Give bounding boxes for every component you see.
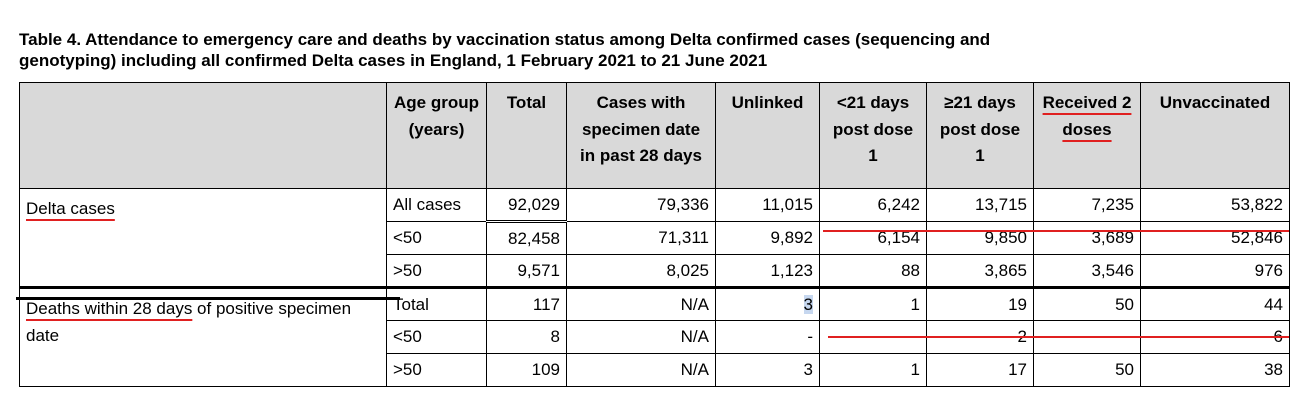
cell-ge21: 3,865: [926, 254, 1034, 288]
cell-received2: 3,546: [1033, 254, 1141, 288]
group-label-deaths: Deaths within 28 days of positive specim…: [19, 286, 387, 387]
table-row: <50 82,458 71,311 9,892 6,154 9,850 3,68…: [20, 221, 1290, 255]
cell-age: Total: [386, 286, 487, 321]
cell-ge21: 19: [926, 286, 1034, 321]
cell-cases-28: N/A: [566, 353, 716, 387]
annotation-line-deaths: [828, 336, 1289, 338]
cell-total: 92,029: [486, 188, 567, 223]
cell-unlinked: -: [715, 320, 820, 354]
cell-ge21: 13,715: [926, 188, 1034, 222]
table-title-line-1: Table 4. Attendance to emergency care an…: [19, 30, 991, 49]
cell-received2: 7,235: [1033, 188, 1141, 222]
header-total: Total: [486, 82, 567, 189]
cell-lt21: 1: [819, 286, 927, 321]
cell-lt21: 1: [819, 353, 927, 387]
cell-cases-28: 79,336: [566, 188, 716, 222]
header-age-group: Age group (years): [386, 82, 487, 189]
deaths-within-28-days-label: Deaths within 28 days: [26, 299, 193, 318]
annotation-line-delta: [823, 230, 1289, 232]
header-empty-cell: [19, 82, 387, 189]
cell-cases-28: N/A: [566, 286, 716, 321]
cell-cases-28: 71,311: [566, 221, 716, 255]
header-row: Age group (years) Total Cases with speci…: [19, 82, 1290, 189]
header-cases-28-days: Cases with specimen date in past 28 days: [566, 82, 716, 189]
cell-cases-28: N/A: [566, 320, 716, 354]
cell-unvaccinated: 38: [1140, 353, 1290, 387]
cell-unvaccinated: 52,846: [1140, 221, 1290, 255]
group-label-delta-cases: Delta cases: [19, 188, 387, 288]
table-title-line-2: genotyping) including all confirmed Delt…: [19, 51, 768, 70]
table-row: >50 109 N/A 3 1 17 50 38: [20, 353, 1290, 387]
delta-cases-label: Delta cases: [26, 199, 115, 218]
cell-lt21: 6,154: [819, 221, 927, 255]
table-row: Deaths within 28 days of positive specim…: [19, 286, 1290, 387]
cell-lt21: 6,242: [819, 188, 927, 222]
table-row: >50 9,571 8,025 1,123 88 3,865 3,546 976: [20, 254, 1290, 288]
header-received-2-doses: Received 2 doses: [1033, 82, 1141, 189]
cell-total: 109: [486, 353, 567, 387]
cell-unlinked: 9,892: [715, 221, 820, 255]
cell-ge21: 17: [926, 353, 1034, 387]
cell-ge21: 9,850: [926, 221, 1034, 255]
cell-unlinked: 11,015: [715, 188, 820, 222]
cell-unlinked: 1,123: [715, 254, 820, 288]
table-title: Table 4. Attendance to emergency care an…: [19, 29, 1289, 71]
header-unlinked: Unlinked: [715, 82, 820, 189]
header-ge21-days: ≥21 days post dose 1: [926, 82, 1034, 189]
cell-received2: 50: [1033, 353, 1141, 387]
cell-total: 117: [486, 286, 567, 321]
cell-unvaccinated: 44: [1140, 286, 1290, 321]
header-unvaccinated: Unvaccinated: [1140, 82, 1290, 189]
cell-unlinked: 3: [715, 353, 820, 387]
cell-received2: 3,689: [1033, 221, 1141, 255]
cell-total: 9,571: [486, 254, 567, 288]
cell-lt21: 88: [819, 254, 927, 288]
cell-age: All cases: [386, 188, 487, 222]
cell-age: <50: [386, 320, 487, 354]
received-2-doses-label: Received 2 doses: [1042, 93, 1132, 139]
cell-total: 8: [486, 320, 567, 354]
attendance-deaths-table: Age group (years) Total Cases with speci…: [19, 82, 1290, 387]
cell-unvaccinated: 976: [1140, 254, 1290, 288]
cell-unvaccinated: 53,822: [1140, 188, 1290, 222]
selected-value-highlight: 3: [803, 294, 813, 314]
cell-total: 82,458: [486, 221, 567, 255]
cell-received2: 50: [1033, 286, 1141, 321]
deaths-suffix-label: of positive specimen date: [26, 299, 352, 345]
cell-age: <50: [386, 221, 487, 255]
annotation-separator-line: [16, 297, 400, 300]
cell-cases-28: 8,025: [566, 254, 716, 288]
cell-age: >50: [386, 254, 487, 288]
cell-unlinked: 3: [715, 286, 820, 321]
header-lt21-days: <21 days post dose 1: [819, 82, 927, 189]
table-row: Delta cases All cases 92,029 79,336 11,0…: [19, 188, 1290, 288]
cell-age: >50: [386, 353, 487, 387]
